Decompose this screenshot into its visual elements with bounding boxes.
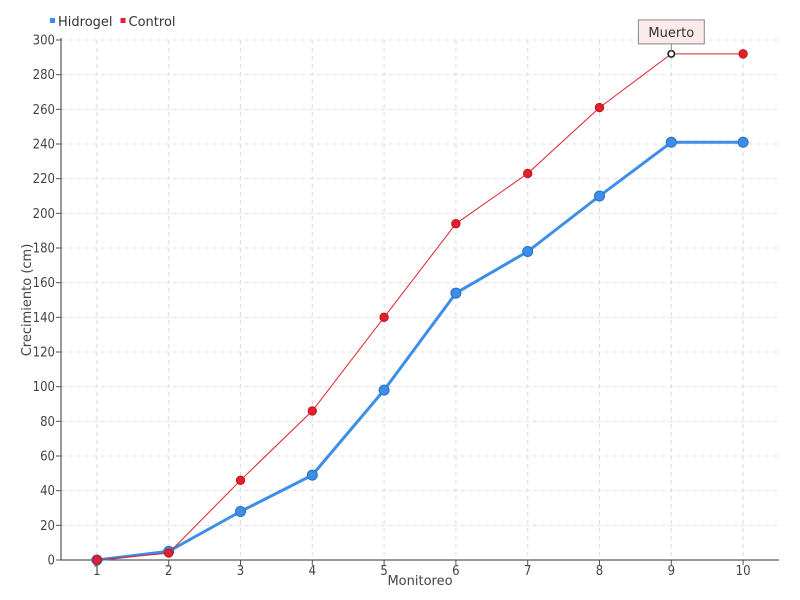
data-point-hidrogel[interactable] bbox=[235, 505, 246, 517]
annotation-layer: Muerto bbox=[637, 19, 705, 51]
y-tick-label: 140 bbox=[33, 311, 55, 326]
data-point-control[interactable] bbox=[594, 102, 605, 113]
y-tick-label: 240 bbox=[33, 138, 55, 153]
data-point-control-highlighted[interactable] bbox=[667, 49, 676, 58]
tooltip-box bbox=[637, 19, 705, 45]
x-tick-labels: 1 2 3 4 5 6 7 8 9 10 bbox=[93, 564, 750, 579]
x-tick-label: 10 bbox=[736, 564, 751, 579]
data-point-control[interactable] bbox=[379, 312, 389, 323]
data-point-control[interactable] bbox=[92, 555, 102, 565]
legend-swatch bbox=[50, 18, 55, 23]
series-control bbox=[92, 49, 748, 565]
data-point-control[interactable] bbox=[523, 168, 533, 179]
x-axis-title: Monitoreo bbox=[387, 574, 452, 589]
y-tick-label: 40 bbox=[40, 484, 55, 499]
data-point-control[interactable] bbox=[164, 548, 174, 558]
legend-swatch bbox=[120, 18, 126, 23]
x-tick-label: 7 bbox=[524, 564, 531, 579]
data-point-hidrogel[interactable] bbox=[594, 190, 605, 202]
data-point-hidrogel[interactable] bbox=[665, 136, 677, 148]
legend-label: Hidrogel bbox=[58, 15, 113, 30]
x-tick-label: 3 bbox=[237, 564, 244, 579]
annotation-tooltip: Muerto bbox=[637, 19, 705, 51]
grid-lines bbox=[61, 39, 779, 560]
series-layer bbox=[91, 49, 749, 566]
y-tick-label: 100 bbox=[33, 380, 55, 395]
x-tick-label: 2 bbox=[165, 564, 172, 579]
data-point-hidrogel[interactable] bbox=[378, 384, 390, 396]
y-tick-label: 200 bbox=[33, 207, 55, 222]
tooltip-text: Muerto bbox=[648, 26, 694, 41]
y-tick-label: 0 bbox=[48, 554, 55, 569]
series-hidrogel bbox=[91, 136, 749, 566]
y-tick-label: 300 bbox=[33, 34, 55, 49]
legend-item-hidrogel[interactable]: Hidrogel bbox=[50, 15, 113, 30]
x-tick-label: 5 bbox=[380, 564, 387, 579]
x-tick-label: 9 bbox=[668, 564, 675, 579]
y-tick-label: 60 bbox=[40, 450, 55, 465]
data-point-hidrogel[interactable] bbox=[450, 287, 462, 299]
y-tick-label: 20 bbox=[40, 519, 55, 534]
data-point-control[interactable] bbox=[738, 49, 748, 59]
y-axis-title: Crecimiento (cm) bbox=[20, 244, 35, 357]
x-tick-label: 8 bbox=[596, 564, 603, 579]
y-tick-label: 180 bbox=[33, 242, 55, 257]
x-tick-label: 4 bbox=[309, 564, 316, 579]
y-tick-label: 280 bbox=[33, 68, 55, 83]
legend-label: Control bbox=[129, 15, 176, 30]
y-tick-labels: 0 20 40 60 80 100 120 140 160 180 200 220 240 260 280 3… bbox=[33, 34, 55, 569]
data-point-hidrogel[interactable] bbox=[522, 245, 534, 257]
y-tick-label: 120 bbox=[33, 346, 55, 361]
y-tick-label: 220 bbox=[33, 172, 55, 187]
axes bbox=[56, 38, 779, 565]
x-tick-label: 1 bbox=[93, 564, 100, 579]
data-point-control[interactable] bbox=[307, 406, 317, 416]
legend-item-control[interactable]: Control bbox=[120, 15, 176, 30]
data-point-control[interactable] bbox=[235, 475, 246, 485]
y-tick-label: 80 bbox=[40, 415, 55, 430]
series-line-hidrogel bbox=[96, 140, 744, 562]
x-tick-label: 6 bbox=[452, 564, 459, 579]
y-tick-label: 260 bbox=[33, 103, 55, 118]
y-tick-label: 160 bbox=[33, 276, 55, 291]
data-point-hidrogel[interactable] bbox=[306, 469, 318, 481]
legend: Hidrogel Control bbox=[50, 15, 176, 30]
data-point-control[interactable] bbox=[451, 219, 461, 229]
data-point-hidrogel[interactable] bbox=[737, 136, 749, 148]
series-line-control bbox=[96, 53, 744, 561]
